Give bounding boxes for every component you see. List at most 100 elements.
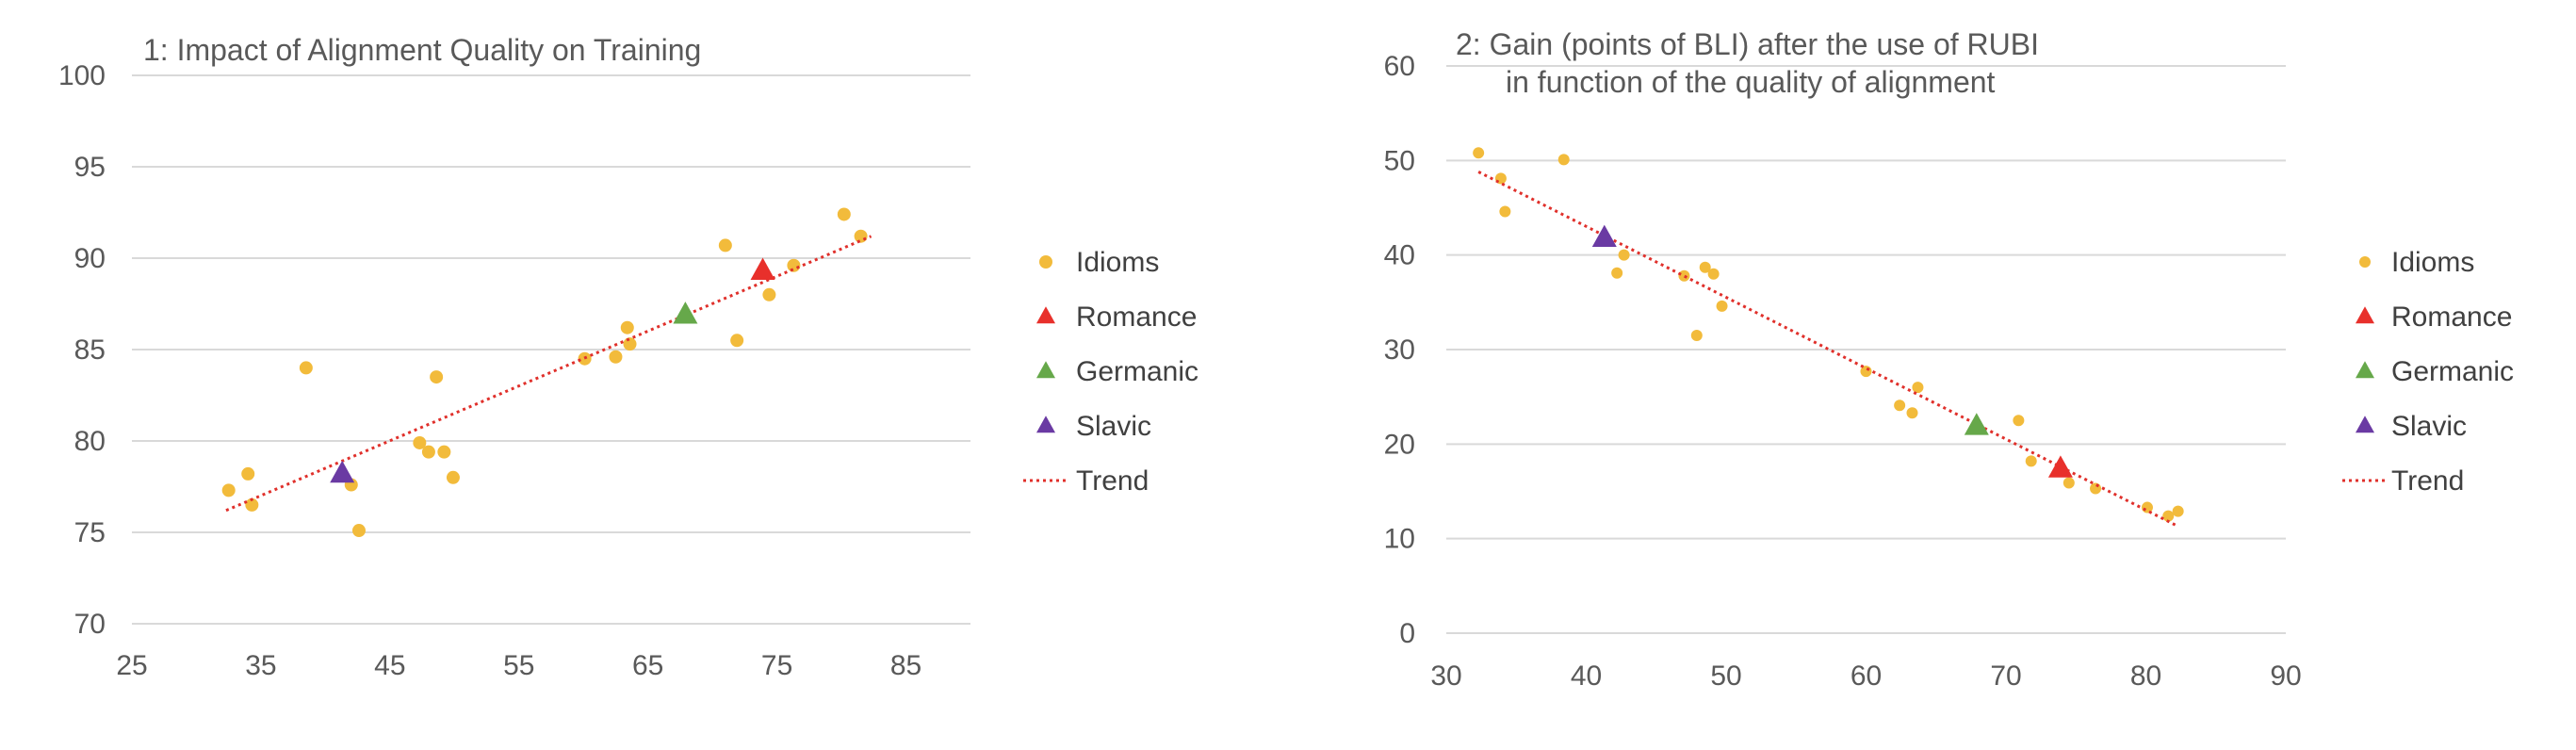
legend-label: Slavic: [1076, 411, 1151, 442]
x-tick-label: 90: [2270, 660, 2301, 692]
data-point-idioms: [2013, 415, 2025, 427]
x-tick-label: 65: [632, 650, 663, 681]
x-tick-label: 40: [1571, 660, 1602, 692]
data-point-germanic: [1964, 413, 1989, 435]
series-idioms: [221, 207, 868, 538]
chart-panel-alignment-impact: 70 75 80 85 90 95 100 25 35 45 55 65 75 85 1: Impact o…: [58, 33, 1198, 681]
y-tick-label: 80: [74, 426, 106, 457]
data-point-idioms: [2090, 482, 2102, 495]
data-point-idioms: [2062, 477, 2075, 489]
data-point-idioms: [837, 207, 851, 221]
legend-label: Germanic: [1076, 356, 1198, 387]
legend-label: Trend: [2391, 465, 2464, 497]
legend-marker-triangle: [2356, 306, 2374, 324]
data-point-idioms: [430, 370, 444, 384]
y-tick-label: 90: [74, 243, 106, 274]
data-point-idioms: [299, 361, 313, 375]
x-tick-label: 25: [116, 650, 147, 681]
x-tick-label: 80: [2130, 660, 2161, 692]
data-point-idioms: [1716, 300, 1728, 312]
gridlines: [132, 74, 970, 625]
series-germanic: [673, 302, 698, 324]
data-point-idioms: [351, 524, 366, 538]
series-romance: [750, 257, 775, 280]
data-point-idioms: [1473, 147, 1485, 159]
data-point-idioms: [620, 320, 634, 334]
data-point-germanic: [673, 302, 698, 324]
legend-marker-triangle: [1036, 361, 1055, 379]
data-point-idioms: [2172, 505, 2184, 517]
legend-item-germanic: Germanic: [2356, 356, 2514, 387]
data-point-slavic: [330, 460, 355, 483]
data-point-idioms: [787, 258, 801, 272]
data-point-idioms: [221, 483, 236, 497]
legend-marker-triangle: [1036, 416, 1055, 433]
legend-label: Idioms: [2391, 247, 2474, 278]
series-slavic: [1591, 224, 1617, 247]
legend-label: Idioms: [1076, 247, 1159, 278]
y-tick-label: 95: [74, 152, 106, 183]
x-tick-label: 50: [1710, 660, 1741, 692]
data-point-idioms: [1690, 329, 1703, 341]
series-trend: [225, 235, 872, 513]
data-point-idioms: [245, 497, 259, 512]
y-tick-label: 70: [74, 609, 106, 640]
data-point-idioms: [623, 337, 637, 351]
y-tick-label: 75: [74, 517, 106, 548]
legend-marker-circle: [2359, 256, 2371, 268]
data-point-idioms: [446, 470, 460, 484]
legend-marker-triangle: [1036, 306, 1055, 324]
legend-item-trend: Trend: [2342, 465, 2464, 497]
x-tick-label: 85: [890, 650, 921, 681]
data-point-romance: [750, 257, 775, 280]
x-tick-label: 70: [1990, 660, 2021, 692]
y-axis-ticks: 0 10 20 30 40 50 60: [1384, 51, 1415, 649]
y-tick-label: 40: [1384, 240, 1415, 271]
x-tick-label: 30: [1430, 660, 1461, 692]
legend-marker-triangle: [2356, 361, 2374, 379]
data-point-idioms: [2025, 455, 2037, 467]
legend-item-idioms: Idioms: [2359, 247, 2474, 278]
legend-label: Romance: [1076, 302, 1197, 333]
data-point-idioms: [762, 287, 776, 302]
legend-item-germanic: Germanic: [1036, 356, 1198, 387]
series-slavic: [330, 460, 355, 483]
x-axis-ticks: 30 40 50 60 70 80 90: [1430, 660, 2301, 692]
data-point-idioms: [241, 466, 255, 481]
data-point-idioms: [1678, 269, 1690, 282]
data-point-idioms: [718, 238, 732, 253]
legend-label: Germanic: [2391, 356, 2514, 387]
data-point-idioms: [730, 334, 744, 348]
legend-label: Romance: [2391, 302, 2512, 333]
data-point-idioms: [2162, 510, 2175, 522]
series-germanic: [1964, 413, 1989, 435]
legend-item-trend: Trend: [1023, 465, 1149, 497]
x-tick-label: 35: [245, 650, 276, 681]
legend-marker-triangle: [2356, 416, 2374, 433]
data-point-idioms: [1557, 154, 1570, 166]
y-tick-label: 0: [1399, 618, 1415, 649]
y-axis-ticks: 70 75 80 85 90 95 100: [58, 60, 106, 640]
series-romance: [2047, 455, 2073, 478]
y-tick-label: 10: [1384, 524, 1415, 555]
data-point-idioms: [1906, 407, 1918, 419]
chart-panel-rubi-gain: 0 10 20 30 40 50 60 30 40 50 60 70 80 90 2: Gain (poin…: [1384, 27, 2514, 692]
y-tick-label: 30: [1384, 334, 1415, 366]
data-point-idioms: [1499, 205, 1511, 218]
series-idioms: [1473, 147, 2184, 522]
x-tick-label: 55: [503, 650, 534, 681]
legend-item-idioms: Idioms: [1039, 247, 1159, 278]
legend-item-slavic: Slavic: [1036, 411, 1151, 442]
y-tick-label: 85: [74, 334, 106, 366]
legend: Idioms Romance Germanic Slavic Trend: [2342, 247, 2514, 497]
legend-item-slavic: Slavic: [2356, 411, 2467, 442]
data-point-idioms: [1707, 268, 1720, 280]
x-tick-label: 75: [761, 650, 792, 681]
data-point-romance: [2047, 455, 2073, 478]
data-point-idioms: [854, 229, 868, 243]
data-point-idioms: [1618, 249, 1630, 261]
y-tick-label: 50: [1384, 145, 1415, 176]
data-point-idioms: [413, 435, 427, 449]
legend-item-romance: Romance: [2356, 302, 2512, 333]
